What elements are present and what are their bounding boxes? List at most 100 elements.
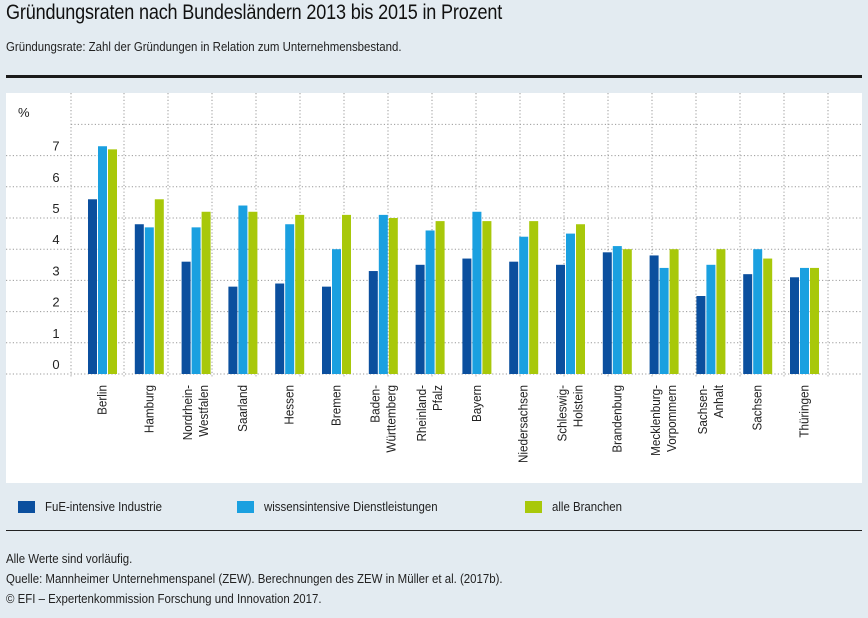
bar [790, 277, 799, 374]
x-tick-label-line: Schleswig- [555, 385, 570, 442]
bar [696, 296, 706, 374]
x-tick-label-line: Holstein [571, 385, 586, 427]
bar [191, 227, 201, 374]
x-tick-label-line: Bayern [469, 385, 484, 422]
bar [285, 224, 295, 374]
x-tick-label: Thüringen [797, 385, 812, 438]
y-tick-label: 5 [52, 201, 59, 216]
bar [425, 230, 435, 374]
bar [134, 224, 144, 374]
x-tick-label-line: Baden- [368, 385, 383, 423]
x-tick-label-line: Westfalen [197, 385, 212, 437]
bar [659, 267, 669, 374]
bar [649, 255, 659, 374]
legend-label: wissensintensive Dienstleistungen [264, 499, 438, 514]
x-tick-label-line: Thüringen [797, 385, 812, 438]
x-tick-label: Berlin [95, 385, 110, 415]
legend-label: alle Branchen [552, 499, 622, 514]
x-tick-label: Nordrhein- Westfalen [181, 385, 212, 440]
x-tick-label-line: Hamburg [142, 385, 157, 433]
bar [519, 236, 529, 374]
footer-divider [6, 530, 862, 531]
grid-lines [6, 93, 862, 378]
x-tick-label-line: Rheinland- [415, 385, 430, 442]
x-tick-label: Niedersachsen [516, 385, 531, 463]
bar [716, 249, 726, 374]
bar [462, 258, 472, 374]
bar [763, 258, 773, 374]
y-tick-label: 6 [52, 170, 59, 185]
chart-title: Gründungsraten nach Bundesländern 2013 b… [6, 1, 503, 24]
bar [800, 267, 809, 374]
y-tick-label: 2 [52, 295, 59, 310]
bar [706, 264, 716, 374]
bar [576, 224, 585, 374]
bar [248, 211, 258, 374]
bar [181, 261, 191, 374]
bar [472, 211, 482, 374]
y-tick-label: 4 [52, 232, 59, 247]
bar [435, 221, 445, 374]
bars [88, 146, 819, 374]
footer-note: Alle Werte sind vorläufig. [6, 551, 133, 566]
bar [154, 199, 164, 374]
x-tick-label: Saarland [235, 385, 250, 432]
x-tick-label-line: Bremen [329, 385, 344, 426]
x-tick-label: Mecklenburg- Vorpommern [649, 385, 680, 456]
x-tick-label-line: Nordrhein- [181, 385, 196, 440]
bar [556, 264, 565, 374]
footer-source: Quelle: Mannheimer Unternehmenspanel (ZE… [6, 571, 503, 586]
x-tick-label-line: Sachsen [750, 385, 765, 431]
legend-label: FuE-intensive Industrie [45, 499, 162, 514]
bar [602, 252, 612, 374]
x-tick-label-line: Sachsen- [695, 385, 710, 434]
x-tick-label-line: Anhalt [711, 384, 726, 418]
bar [743, 274, 753, 374]
bar [669, 249, 679, 374]
x-tick-label: Bayern [469, 385, 484, 422]
bar [295, 214, 305, 374]
x-tick-label: Sachsen [750, 385, 765, 431]
bar [509, 261, 519, 374]
x-tick-label: Bremen [329, 385, 344, 426]
x-tick-label-line: Niedersachsen [516, 385, 531, 463]
bar [810, 267, 819, 374]
y-tick-label: 0 [52, 357, 59, 372]
y-tick-label: 3 [52, 263, 59, 278]
bar [529, 221, 539, 374]
x-tick-label: Baden- Württemberg [368, 385, 399, 453]
bar [378, 214, 388, 374]
x-tick-label: Rheinland- Pfalz [415, 385, 446, 442]
legend-swatch-fue-industrie [18, 501, 35, 513]
bar [482, 221, 492, 374]
x-tick-label-line: Berlin [95, 385, 110, 415]
header-divider [6, 75, 862, 78]
x-tick-label: Schleswig- Holstein [555, 385, 586, 442]
bar [612, 246, 622, 374]
x-tick-label-line: Vorpommern [665, 385, 680, 452]
x-tick-label: Brandenburg [610, 385, 625, 453]
footer-copyright: © EFI – Expertenkommission Forschung und… [6, 591, 322, 606]
y-axis-unit-label: % [18, 105, 30, 120]
bar [98, 146, 107, 374]
bar [201, 211, 211, 374]
bar [368, 271, 378, 374]
legend-swatch-wissensintensive-dl [237, 501, 254, 513]
bar [566, 233, 575, 374]
y-tick-labels: 0 1 2 3 4 5 6 7 [52, 139, 59, 372]
bar [332, 249, 341, 374]
bar [342, 214, 351, 374]
x-tick-label: Hessen [282, 385, 297, 425]
bar [322, 286, 331, 374]
bar [275, 283, 285, 374]
bar [622, 249, 632, 374]
x-tick-label: Hamburg [142, 385, 157, 433]
bar [228, 286, 238, 374]
x-tick-label-line: Hessen [282, 385, 297, 425]
x-tick-label-line: Saarland [235, 385, 250, 432]
x-tick-label-line: Württemberg [384, 385, 399, 453]
bar [753, 249, 763, 374]
bar [388, 218, 398, 374]
y-tick-label: 7 [52, 139, 59, 154]
bar [238, 205, 248, 374]
